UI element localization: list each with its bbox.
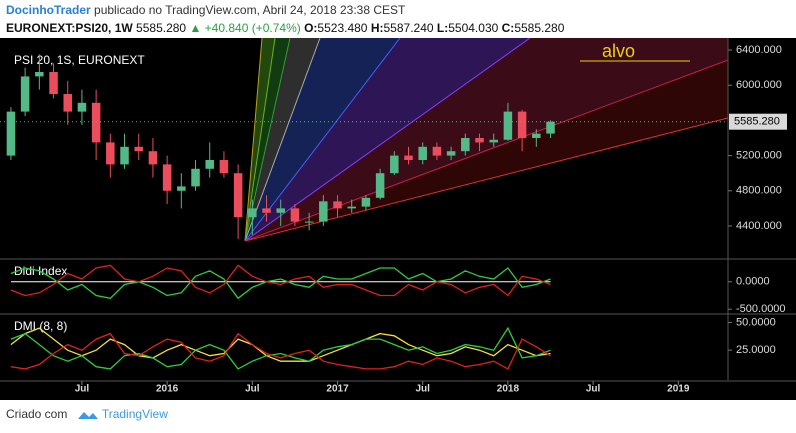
y-tick-label: 4400.000	[736, 220, 782, 232]
footer: Criado com TradingView	[6, 407, 168, 421]
candle-body	[248, 208, 257, 218]
candle-body	[418, 146, 427, 160]
candle-body	[134, 146, 143, 152]
candle-body	[546, 121, 555, 134]
candle-body	[290, 208, 300, 222]
candle-body	[77, 102, 87, 112]
indicator-line	[10, 332, 551, 370]
y-tick-label: -500.0000	[736, 303, 786, 315]
candle-body	[177, 186, 186, 191]
y-tick-label: 5200.000	[736, 150, 782, 162]
x-tick-label: 2019	[667, 384, 690, 395]
fan-ray	[244, 38, 276, 242]
x-tick-label: Jul	[415, 384, 430, 395]
candle-body	[91, 102, 101, 143]
candle-body	[148, 151, 158, 165]
y-tick-label: 6000.000	[736, 79, 782, 91]
candle-body	[361, 197, 371, 207]
candle-body	[432, 146, 442, 156]
created: Criado com	[6, 407, 68, 421]
candle-body	[446, 151, 456, 156]
c: 5585.280	[514, 21, 565, 35]
candle-body	[49, 72, 58, 95]
x-tick-label: Jul	[245, 384, 260, 395]
candle-body	[517, 111, 527, 139]
indicator-line	[10, 327, 551, 362]
last-price-label: 5585.280	[734, 116, 780, 128]
candle-body	[20, 76, 30, 112]
annotation: alvo	[602, 41, 635, 61]
y-tick-label: 4800.000	[736, 185, 782, 197]
candle-body	[205, 159, 214, 169]
c-label: C:	[501, 21, 515, 35]
candle-body	[304, 221, 314, 223]
fan-zone	[245, 38, 728, 241]
candle-body	[404, 155, 413, 160]
candle-body	[532, 133, 541, 139]
candle-body	[63, 94, 72, 112]
y-tick-label: 6400.000	[736, 44, 782, 56]
indicator-line	[10, 326, 551, 370]
x-tick-label: 2017	[326, 384, 349, 395]
y-tick-label: 0.0000	[736, 276, 770, 288]
candle-body	[347, 206, 356, 209]
candle-body	[219, 159, 229, 174]
candle-body	[390, 155, 399, 174]
candle-body	[35, 72, 44, 77]
symbol: EURONEXT:PSI20, 1W	[6, 21, 133, 35]
brand[interactable]: TradingView	[101, 407, 168, 421]
indicator-line	[10, 264, 551, 297]
candle-body	[276, 208, 285, 213]
candle-body	[503, 111, 513, 140]
l: 5504.030	[448, 21, 499, 35]
l-label: L:	[436, 21, 449, 35]
candle-body	[333, 201, 342, 209]
fan-ray	[244, 38, 321, 242]
y-tick-label: 25.0000	[736, 344, 776, 356]
indicator-line	[10, 267, 551, 300]
header-line-1: DocinhoTrader publicado no TradingView.c…	[6, 3, 405, 17]
last-price-box	[729, 113, 787, 130]
logo	[77, 411, 98, 419]
candle-body	[120, 146, 129, 165]
h-label: H:	[370, 21, 384, 35]
candle-body	[461, 138, 470, 152]
fan-ray	[244, 38, 263, 242]
o-label: O:	[304, 21, 318, 35]
candle-body	[489, 139, 498, 143]
o: 5523.480	[317, 21, 368, 35]
candle-body	[475, 138, 484, 143]
header-line-2: EURONEXT:PSI20, 1W 5585.280 ▲ +40.840 (+…	[6, 21, 564, 35]
x-tick-label: Jul	[75, 384, 90, 395]
candle-body	[162, 164, 172, 191]
y-tick-label: 50.0000	[736, 316, 776, 328]
x-tick-label: Jul	[586, 384, 601, 395]
fan-ray	[244, 38, 401, 242]
pane-title: DMI (8, 8)	[14, 319, 67, 333]
x-tick-label: 2016	[156, 384, 179, 395]
candle-body	[6, 111, 16, 156]
pane-title: PSI 20, 1S, EURONEXT	[14, 53, 145, 67]
candle-body	[319, 201, 328, 222]
author[interactable]: DocinhoTrader	[6, 3, 91, 17]
candle-body	[375, 173, 385, 198]
candle-body	[262, 208, 271, 213]
change: ▲ +40.840 (+0.74%)	[189, 21, 301, 35]
candle-body	[233, 173, 243, 218]
fan-ray	[244, 38, 531, 242]
candle-body	[106, 142, 115, 165]
last: 5585.280	[136, 21, 187, 35]
published: publicado no TradingView.com, Abril 24, …	[94, 3, 406, 17]
candle-body	[191, 168, 200, 187]
chart: PSI 20, 1S, EURONEXT alvo 4400.000 4800.0…	[0, 38, 796, 400]
x-tick-label: 2018	[497, 384, 520, 395]
h: 5587.240	[383, 21, 434, 35]
